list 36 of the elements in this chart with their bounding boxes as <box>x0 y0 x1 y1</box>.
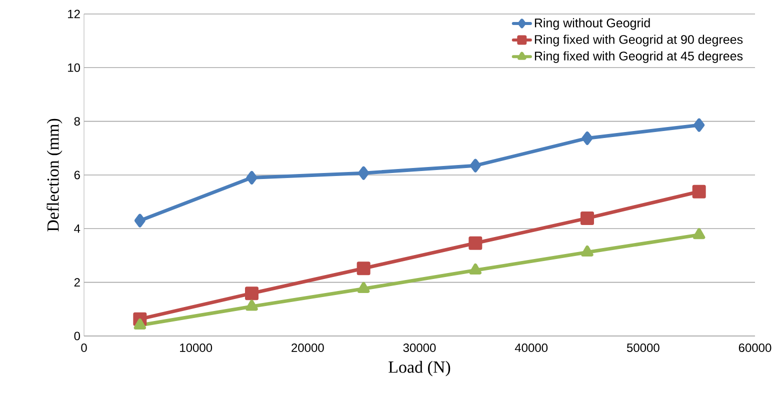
x-tick-label: 50000 <box>626 344 660 352</box>
point <box>694 118 705 132</box>
point <box>356 262 370 276</box>
point <box>134 214 146 228</box>
x-tick-label: 20000 <box>292 344 324 352</box>
y-tick-label: 10 <box>68 63 80 72</box>
point <box>581 246 594 257</box>
legend-label: Ring fixed with Geogrid at 45 degrees <box>534 51 743 63</box>
point <box>245 286 259 300</box>
point <box>693 228 706 240</box>
x-tick-label: 0 <box>81 344 87 352</box>
y-axis-title: Deflection (mm) <box>46 118 62 232</box>
point <box>358 166 370 180</box>
y-tick-label: 2 <box>74 278 80 287</box>
point <box>468 236 482 250</box>
legend-label: Ring fixed with Geogrid at 90 degrees <box>534 34 743 46</box>
x-axis-title: Load (N) <box>388 360 450 376</box>
point <box>582 131 593 145</box>
x-tick-label: 60000 <box>738 344 772 352</box>
point <box>692 184 706 198</box>
x-tick-label: 30000 <box>403 344 436 352</box>
point <box>246 170 258 184</box>
point <box>469 263 482 274</box>
point <box>358 282 370 294</box>
point <box>580 211 594 225</box>
y-tick-label: 0 <box>74 332 80 340</box>
y-tick-label: 6 <box>74 170 80 180</box>
point <box>470 158 481 172</box>
y-tick-label: 12 <box>68 10 80 18</box>
legend-label: Ring without Geogrid <box>534 18 650 30</box>
point <box>134 318 146 330</box>
x-tick-label: 40000 <box>514 344 548 352</box>
point <box>246 300 258 311</box>
y-tick-label: 8 <box>74 117 80 126</box>
y-tick-label: 4 <box>74 224 80 233</box>
x-tick-label: 10000 <box>180 344 212 352</box>
